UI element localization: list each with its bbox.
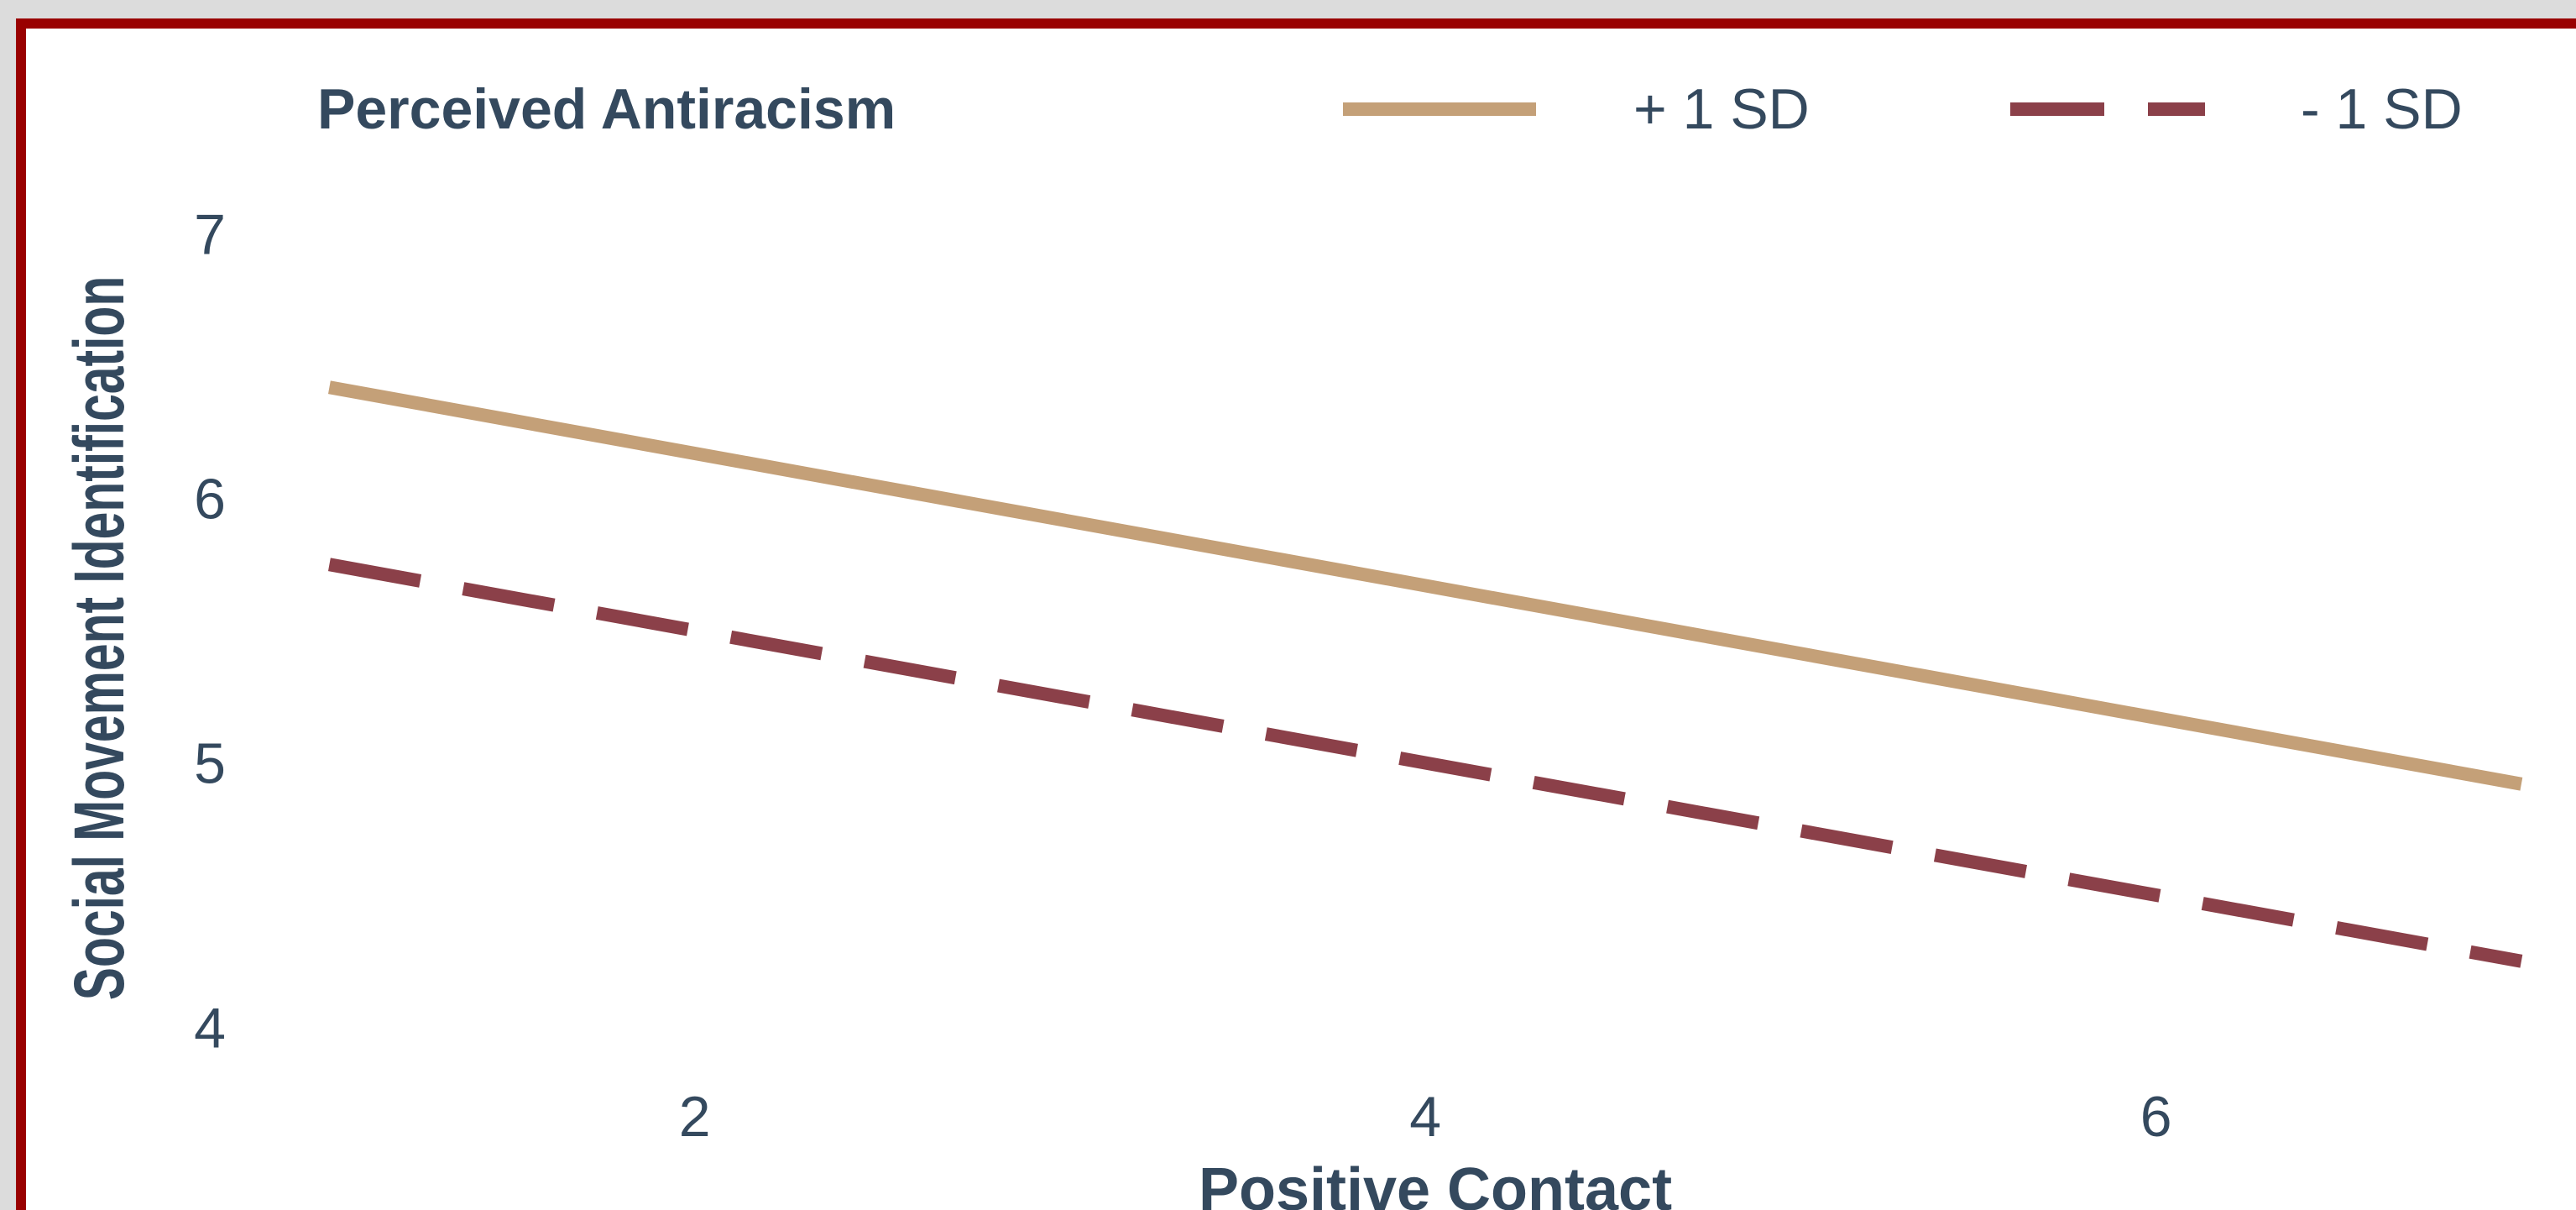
legend-title: Perceived Antiracism	[317, 77, 896, 141]
x-axis-title: Positive Contact	[1199, 1156, 1672, 1210]
x-tick-label: 4	[1409, 1085, 1441, 1149]
legend-label-plus-1sd: + 1 SD	[1633, 77, 1810, 141]
y-axis-title: Social Movement Identification	[60, 276, 139, 1000]
legend: Perceived Antiracism + 1 SD - 1 SD	[317, 77, 2463, 141]
y-tick-label: 6	[194, 468, 226, 532]
chart-frame	[16, 18, 2576, 1210]
legend-label-minus-1sd: - 1 SD	[2301, 77, 2463, 141]
y-tick-label: 4	[194, 997, 226, 1061]
y-tick-label: 7	[194, 203, 226, 267]
series-lines	[327, 380, 2523, 968]
x-tick-label: 2	[679, 1085, 711, 1149]
y-tick-label: 5	[194, 732, 226, 796]
axis-ticks: 2 4 6 4 5 6 7	[194, 203, 2171, 1150]
series-line-plus-1sd	[327, 380, 2523, 791]
series-line-minus-1sd	[327, 558, 2523, 968]
x-tick-label: 6	[2140, 1085, 2172, 1149]
